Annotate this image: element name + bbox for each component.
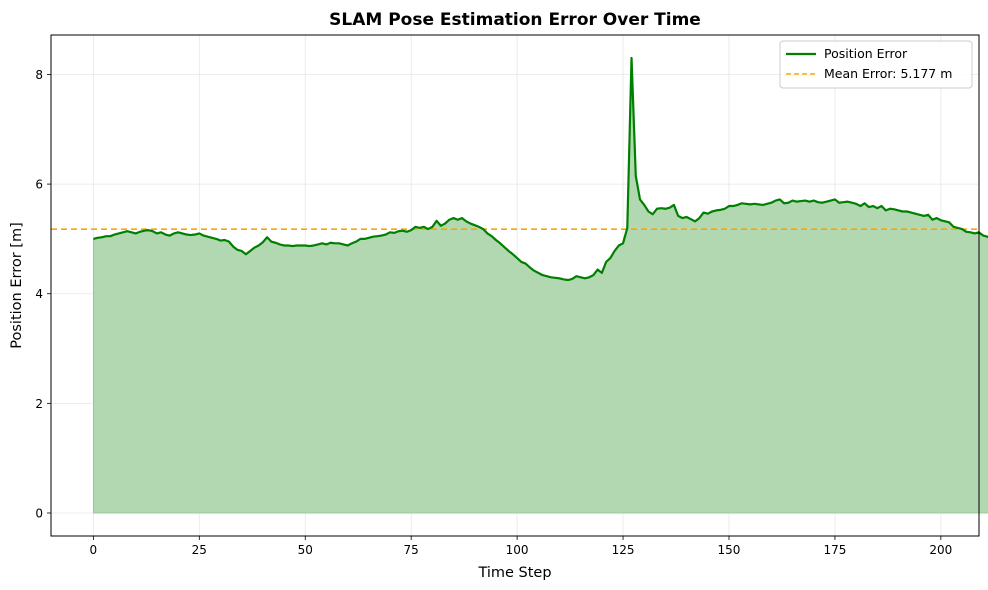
x-tick-label: 25 [192,543,207,557]
x-tick-label: 50 [298,543,313,557]
x-axis-label: Time Step [477,565,551,581]
y-tick-label: 2 [35,397,43,411]
series-position-error-line [93,56,988,282]
legend: Position Error Mean Error: 5.177 m [779,40,973,89]
x-tick-label: 100 [506,543,529,557]
x-tick-label: 150 [718,543,741,557]
x-tick-label: 75 [404,543,419,557]
y-axis-label: Position Error [m] [9,222,25,348]
y-tick-label: 6 [35,178,43,192]
chart-title: SLAM Pose Estimation Error Over Time [329,10,701,30]
legend-box [779,40,973,89]
x-tick-label: 175 [823,543,846,557]
y-tick-label: 0 [35,506,43,520]
x-tick-label: 125 [612,543,635,557]
legend-label-mean-error: Mean Error: 5.177 m [824,66,952,81]
x-tick-label: 0 [90,543,98,557]
plot-area [51,56,988,514]
y-axis: 0 2 4 6 8 [35,68,51,520]
plot-frame [50,34,980,537]
legend-label-position-error: Position Error [824,46,908,61]
y-tick-label: 4 [35,287,43,301]
y-tick-label: 8 [35,68,43,82]
x-axis: 0 25 50 75 100 125 150 175 200 [90,536,952,557]
x-tick-label: 200 [929,543,952,557]
